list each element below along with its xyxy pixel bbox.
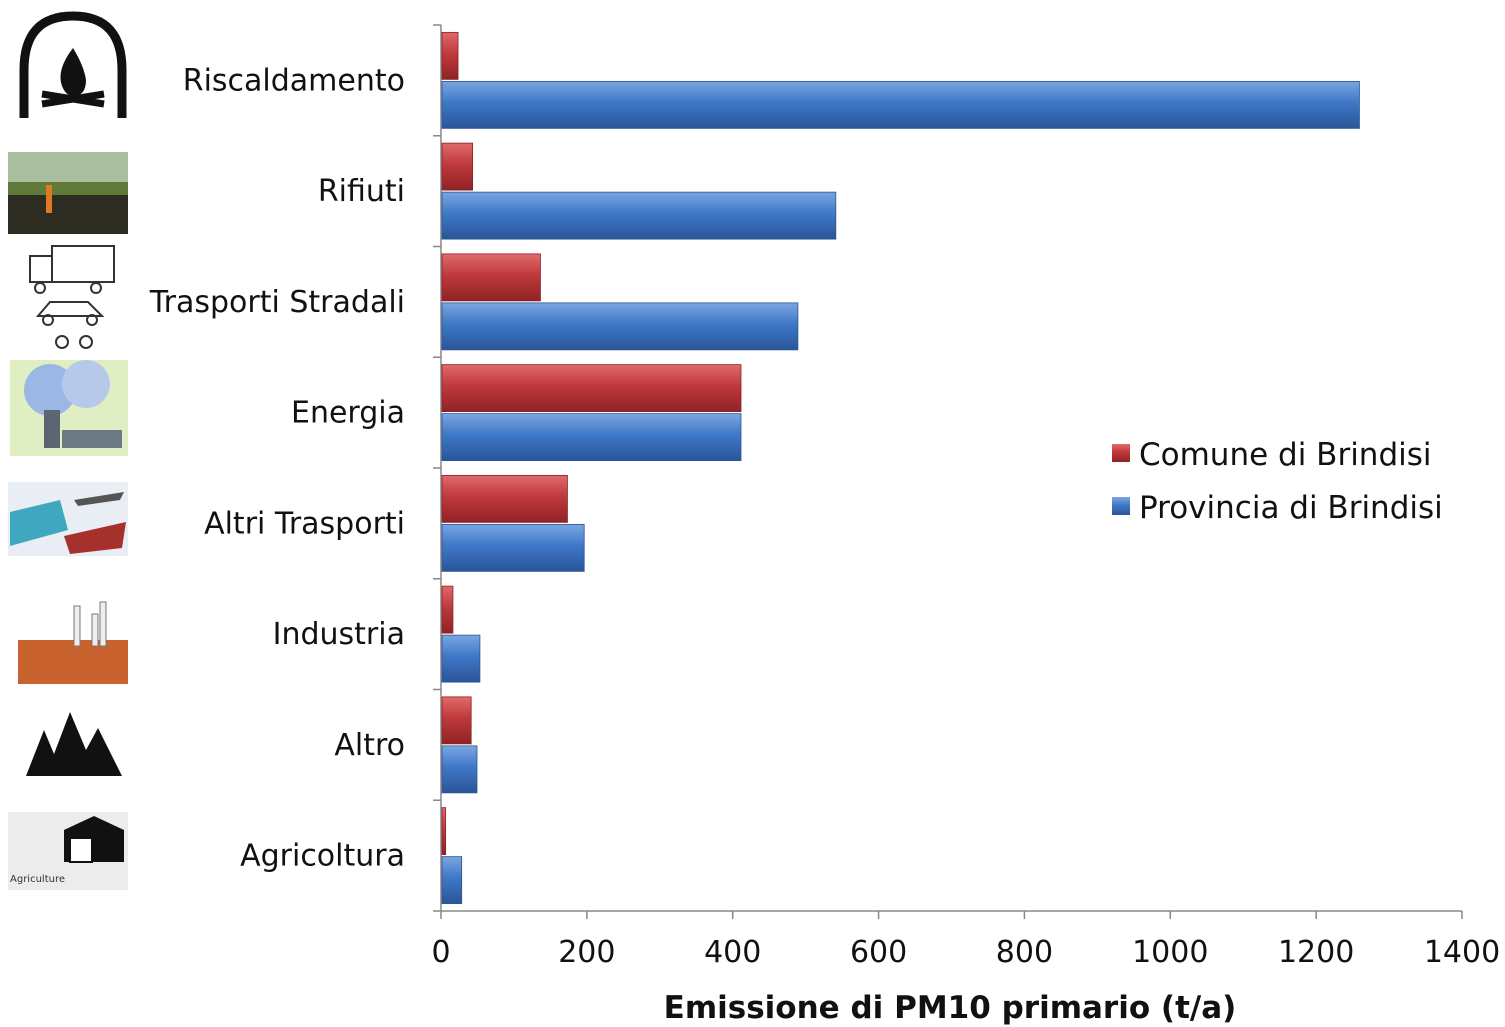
x-tick-label: 1200	[1278, 935, 1354, 970]
category-labels: Riscaldamento Rifiuti Trasporti Stradali En…	[149, 63, 405, 873]
bar-provincia-2	[441, 191, 837, 240]
factory-icon	[18, 601, 128, 684]
bar-provincia-3	[441, 302, 799, 351]
x-tick-label: 400	[704, 935, 761, 970]
x-tick-label: 1400	[1424, 935, 1500, 970]
legend: Comune di Brindisi Provincia di Brindisi	[1112, 437, 1443, 526]
category-separators	[433, 24, 441, 912]
x-tick-label: 200	[558, 935, 615, 970]
bars	[441, 31, 1360, 905]
category-label: Agricoltura	[240, 839, 405, 874]
category-label: Industria	[273, 617, 405, 652]
road-vehicles-icon	[29, 245, 115, 349]
x-tick-label: 800	[996, 935, 1053, 970]
agriculture-icon: Agriculture	[8, 812, 128, 890]
x-axis-title: Emissione di PM10 primario (t/a)	[664, 990, 1237, 1026]
bar-comune-5	[441, 474, 568, 523]
category-label: Energia	[291, 396, 405, 431]
bar-provincia-4	[441, 413, 742, 462]
x-tick-label: 0	[431, 935, 450, 970]
category-icons: Agriculture	[8, 11, 128, 890]
bar-comune-2	[441, 142, 474, 191]
bar-comune-8	[441, 807, 447, 856]
other-transport-icon	[8, 482, 128, 556]
bar-comune-3	[441, 253, 541, 302]
category-label: Altri Trasporti	[204, 506, 405, 541]
category-label: Rifiuti	[318, 174, 405, 209]
bar-provincia-6	[441, 634, 481, 683]
svg-text:Agriculture: Agriculture	[10, 874, 65, 885]
x-axis-ticks: 0 200 400 600 800 1000 1200 1400	[431, 911, 1500, 970]
legend-label-provincia: Provincia di Brindisi	[1139, 490, 1443, 526]
fireplace-icon	[19, 11, 127, 118]
forest-fire-icon	[26, 712, 122, 776]
category-label: Riscaldamento	[183, 63, 405, 98]
bar-provincia-5	[441, 523, 585, 572]
legend-label-comune: Comune di Brindisi	[1139, 437, 1432, 473]
category-label: Trasporti Stradali	[149, 285, 405, 320]
x-tick-label: 1000	[1132, 935, 1208, 970]
bar-provincia-1	[441, 80, 1360, 129]
bar-provincia-7	[441, 745, 478, 794]
bar-comune-4	[441, 364, 742, 413]
bar-comune-7	[441, 696, 472, 745]
bar-provincia-8	[441, 856, 463, 905]
power-plant-icon	[10, 360, 128, 456]
legend-swatch-comune	[1112, 444, 1130, 462]
legend-swatch-provincia	[1112, 497, 1130, 515]
waste-burning-icon	[8, 152, 128, 234]
bar-comune-1	[441, 31, 459, 80]
category-label: Altro	[334, 728, 405, 763]
x-tick-label: 600	[850, 935, 907, 970]
bar-comune-6	[441, 585, 454, 634]
